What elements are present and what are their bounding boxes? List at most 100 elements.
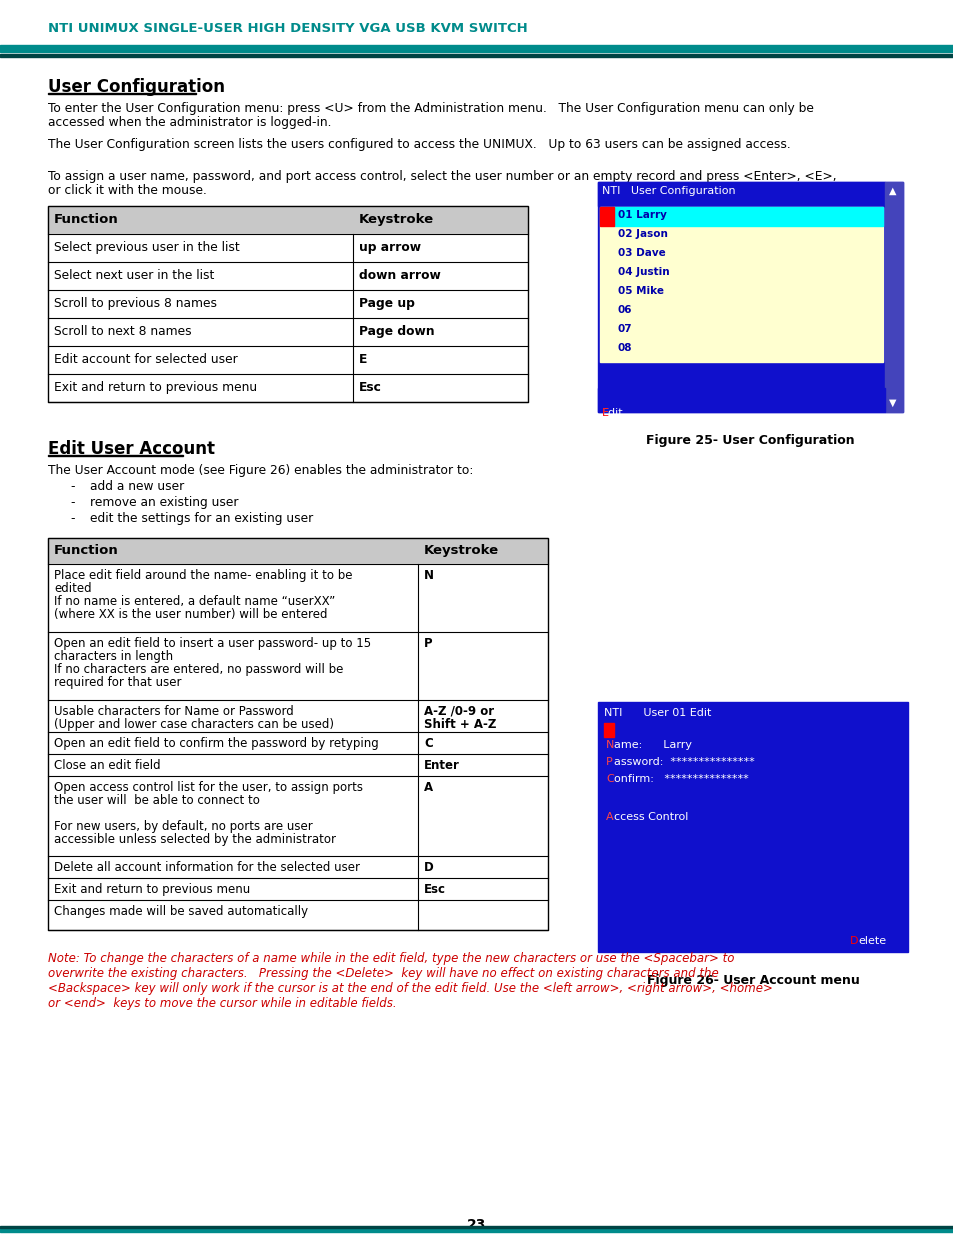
Text: The User Configuration screen lists the users configured to access the UNIMUX.  : The User Configuration screen lists the …	[48, 138, 790, 151]
Text: Select previous user in the list: Select previous user in the list	[54, 241, 239, 254]
Text: <Backspace> key will only work if the cursor is at the end of the edit field. Us: <Backspace> key will only work if the cu…	[48, 982, 772, 995]
Text: remove an existing user: remove an existing user	[90, 496, 238, 509]
Text: or click it with the mouse.: or click it with the mouse.	[48, 184, 207, 198]
Text: Function: Function	[54, 543, 118, 557]
Bar	[48, 564, 547, 632]
Bar	[0, 1226, 953, 1228]
Text: E: E	[358, 353, 367, 366]
Text: Page up: Page up	[358, 296, 415, 310]
Bar	[48, 93, 195, 94]
Text: edit the settings for an existing user: edit the settings for an existing user	[90, 513, 313, 525]
Text: Page down: Page down	[358, 325, 435, 338]
Bar	[48, 900, 547, 930]
Text: If no characters are entered, no password will be: If no characters are entered, no passwor…	[54, 663, 343, 676]
Text: Exit and return to previous menu: Exit and return to previous menu	[54, 883, 250, 897]
Text: Enter: Enter	[423, 760, 459, 772]
Text: -: -	[70, 496, 74, 509]
Text: 03 Dave: 03 Dave	[618, 248, 665, 258]
Text: 06: 06	[618, 305, 632, 315]
Text: 08: 08	[618, 343, 632, 353]
Text: 04 Justin: 04 Justin	[618, 267, 669, 277]
Text: Figure 26- User Account menu: Figure 26- User Account menu	[646, 974, 859, 987]
Text: D: D	[849, 936, 858, 946]
Bar	[598, 182, 902, 412]
Text: Close an edit field: Close an edit field	[54, 760, 160, 772]
Text: Edit account for selected user: Edit account for selected user	[54, 353, 237, 366]
Text: A: A	[605, 811, 613, 823]
Text: Function: Function	[54, 212, 118, 226]
Text: NTI   User Configuration: NTI User Configuration	[601, 186, 735, 196]
Bar	[48, 233, 527, 262]
Text: 07: 07	[618, 324, 632, 333]
Bar	[48, 346, 527, 374]
Text: Place edit field around the name- enabling it to be: Place edit field around the name- enabli…	[54, 569, 352, 582]
Bar	[0, 0, 953, 49]
Text: Edit User Account: Edit User Account	[48, 440, 214, 458]
Text: ccess Control: ccess Control	[614, 811, 688, 823]
Text: Usable characters for Name or Password: Usable characters for Name or Password	[54, 705, 294, 718]
Text: edited: edited	[54, 582, 91, 595]
Bar	[48, 317, 527, 346]
Text: C: C	[605, 774, 613, 784]
Bar	[48, 262, 527, 290]
Bar	[48, 732, 547, 755]
Text: 23: 23	[467, 1218, 486, 1233]
Bar	[599, 207, 614, 226]
Text: 05 Mike: 05 Mike	[618, 287, 663, 296]
Text: ▲: ▲	[888, 186, 896, 196]
Text: Delete all account information for the selected user: Delete all account information for the s…	[54, 861, 359, 874]
Bar	[0, 54, 953, 57]
Text: P: P	[423, 637, 432, 650]
Bar	[48, 538, 547, 930]
Bar	[598, 701, 907, 952]
Text: N: N	[605, 740, 614, 750]
Text: P: P	[605, 757, 612, 767]
Bar	[48, 755, 547, 776]
Text: For new users, by default, no ports are user: For new users, by default, no ports are …	[54, 820, 313, 832]
Text: -: -	[70, 513, 74, 525]
Bar	[48, 632, 547, 700]
Bar	[598, 388, 884, 412]
Bar	[603, 722, 614, 737]
Bar	[0, 44, 953, 52]
Bar	[48, 206, 527, 233]
Text: Open an edit field to confirm the password by retyping: Open an edit field to confirm the passwo…	[54, 737, 378, 750]
Bar	[48, 776, 547, 856]
Text: Exit and return to previous menu: Exit and return to previous menu	[54, 382, 257, 394]
Text: characters in length: characters in length	[54, 650, 172, 663]
Text: User Configuration: User Configuration	[48, 78, 225, 96]
Text: 01 Larry: 01 Larry	[618, 210, 666, 220]
Text: Scroll to previous 8 names: Scroll to previous 8 names	[54, 296, 216, 310]
Text: A-Z /0-9 or: A-Z /0-9 or	[423, 705, 494, 718]
Text: accessible unless selected by the administrator: accessible unless selected by the admini…	[54, 832, 335, 846]
Text: C: C	[423, 737, 433, 750]
Bar	[48, 856, 547, 878]
Text: the user will  be able to connect to: the user will be able to connect to	[54, 794, 259, 806]
Bar	[599, 207, 882, 362]
Bar	[598, 182, 884, 206]
Bar	[48, 538, 547, 564]
Text: NTI      User 01 Edit: NTI User 01 Edit	[603, 708, 711, 718]
Text: Esc: Esc	[358, 382, 381, 394]
Text: Edit: Edit	[601, 408, 623, 417]
Text: ame:      Larry: ame: Larry	[614, 740, 691, 750]
Text: N: N	[423, 569, 434, 582]
Text: 02 Jason: 02 Jason	[618, 228, 667, 240]
Text: If no name is entered, a default name “userXX”: If no name is entered, a default name “u…	[54, 595, 335, 608]
Text: -: -	[70, 480, 74, 493]
Text: Select next user in the list: Select next user in the list	[54, 269, 214, 282]
Text: down arrow: down arrow	[358, 269, 440, 282]
Bar	[48, 700, 547, 732]
Text: or <end>  keys to move the cursor while in editable fields.: or <end> keys to move the cursor while i…	[48, 997, 396, 1010]
Text: D: D	[423, 861, 434, 874]
Text: Esc: Esc	[423, 883, 446, 897]
Text: Scroll to next 8 names: Scroll to next 8 names	[54, 325, 192, 338]
Bar	[48, 206, 527, 403]
Text: NTI UNIMUX SINGLE-USER HIGH DENSITY VGA USB KVM SWITCH: NTI UNIMUX SINGLE-USER HIGH DENSITY VGA …	[48, 21, 527, 35]
Text: Note: To change the characters of a name while in the edit field, type the new c: Note: To change the characters of a name…	[48, 952, 734, 965]
Text: (where XX is the user number) will be entered: (where XX is the user number) will be en…	[54, 608, 327, 621]
Bar	[48, 454, 183, 456]
Text: (Upper and lower case characters can be used): (Upper and lower case characters can be …	[54, 718, 334, 731]
Text: ▼: ▼	[888, 398, 896, 408]
Text: To assign a user name, password, and port access control, select the user number: To assign a user name, password, and por…	[48, 170, 836, 183]
